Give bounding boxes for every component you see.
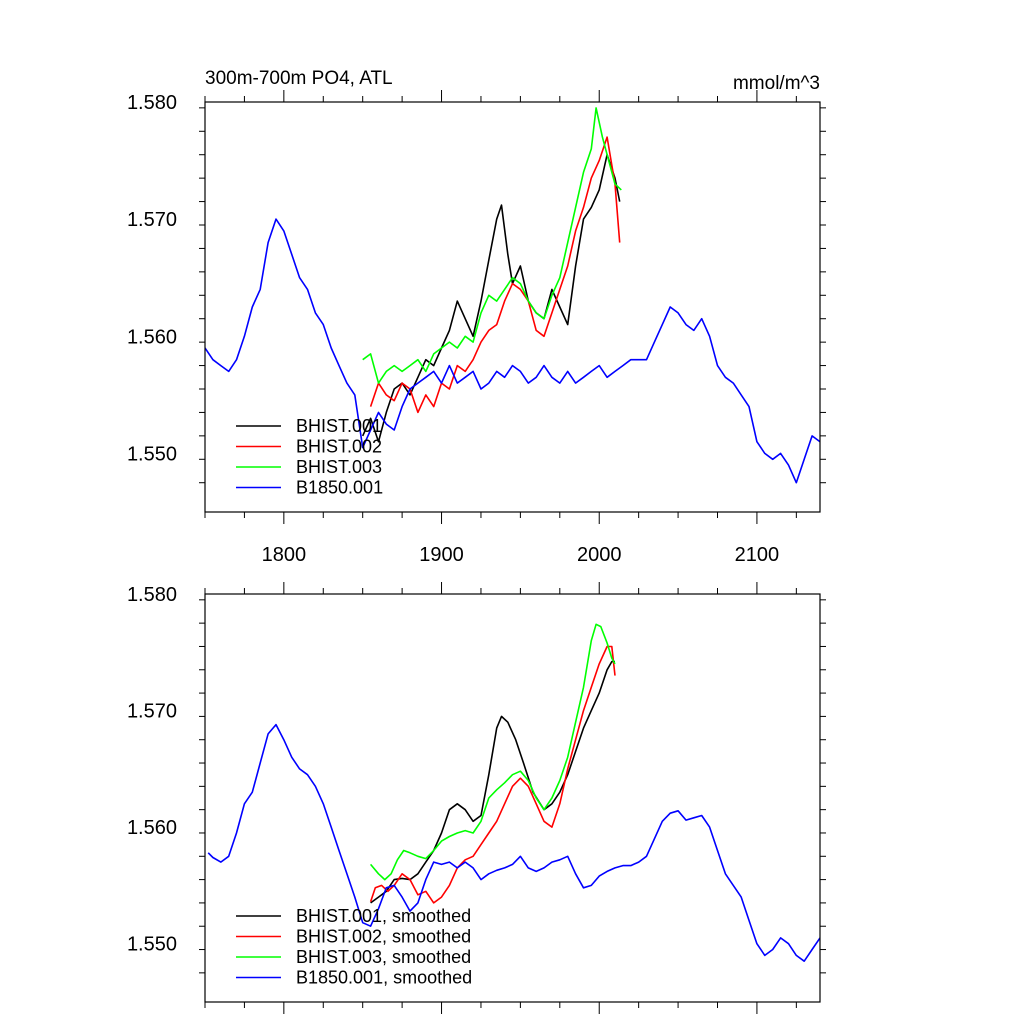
legend-label: B1850.001	[296, 478, 383, 498]
y-tick-label: 1.570	[127, 209, 177, 231]
series-line-2	[369, 136, 621, 414]
legend-label: B1850.001, smoothed	[296, 968, 472, 988]
y-tick-label: 1.580	[127, 92, 177, 114]
series-line-1	[370, 660, 615, 904]
units-label: mmol/m^3	[733, 73, 820, 94]
legend-label: BHIST.001	[296, 416, 382, 436]
plot-frame	[204, 101, 821, 513]
legend-label: BHIST.003, smoothed	[296, 947, 471, 967]
y-tick-label: 1.550	[127, 443, 177, 465]
x-tick-label: 2000	[577, 544, 622, 566]
legend-label: BHIST.002, smoothed	[296, 927, 471, 947]
series-line-3	[362, 107, 622, 384]
y-tick-label: 1.580	[127, 584, 177, 606]
y-tick-label: 1.560	[127, 326, 177, 348]
x-tick-label: 2100	[735, 544, 780, 566]
series-line-3	[369, 623, 616, 881]
series-line-4	[207, 723, 820, 962]
x-tick-label: 1800	[262, 544, 307, 566]
series-line-1	[361, 153, 621, 443]
legend-label: BHIST.002	[296, 437, 382, 457]
chart-title: 300m-700m PO4, ATL	[205, 68, 393, 89]
y-tick-label: 1.550	[127, 934, 177, 956]
legend-label: BHIST.001, smoothed	[296, 906, 471, 926]
y-tick-label: 1.560	[127, 817, 177, 839]
series-line-2	[369, 645, 616, 904]
x-tick-label: 1900	[419, 544, 464, 566]
y-tick-label: 1.570	[127, 701, 177, 723]
plot-frame	[204, 593, 821, 1003]
legend-label: BHIST.003	[296, 457, 382, 477]
series-line-4	[205, 218, 820, 484]
chart-panel-1: 1.550 1.560 1.570 1.580 1800 1900 2000 2100 300m…	[127, 68, 826, 566]
